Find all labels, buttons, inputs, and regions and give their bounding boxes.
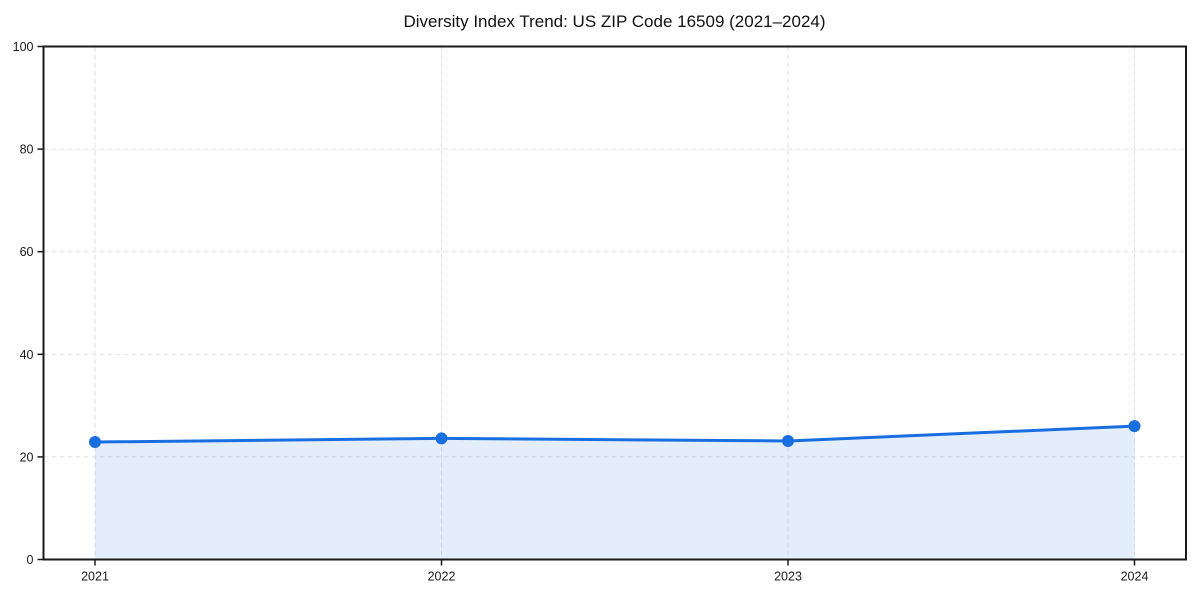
data-point-2022 [435, 432, 448, 445]
x-tick-label: 2022 [428, 570, 456, 584]
chart-title: Diversity Index Trend: US ZIP Code 16509… [403, 12, 826, 31]
data-point-2021 [89, 436, 101, 449]
y-tick-label: 20 [20, 450, 34, 464]
data-point-2023 [782, 434, 794, 447]
x-tick-label: 2023 [774, 570, 802, 584]
y-tick-label: 100 [13, 40, 34, 54]
y-tick-label: 60 [20, 245, 34, 259]
trend-line [93, 424, 1136, 444]
y-tick-label: 40 [20, 348, 34, 362]
x-tick-label: 2024 [1121, 570, 1149, 584]
area-fill [95, 426, 1135, 560]
y-tick-label: 0 [27, 553, 34, 567]
plot-border [42, 45, 1187, 561]
data-point-2024 [1128, 420, 1141, 433]
x-tick-label: 2021 [81, 570, 109, 584]
y-tick-label: 80 [20, 143, 34, 157]
